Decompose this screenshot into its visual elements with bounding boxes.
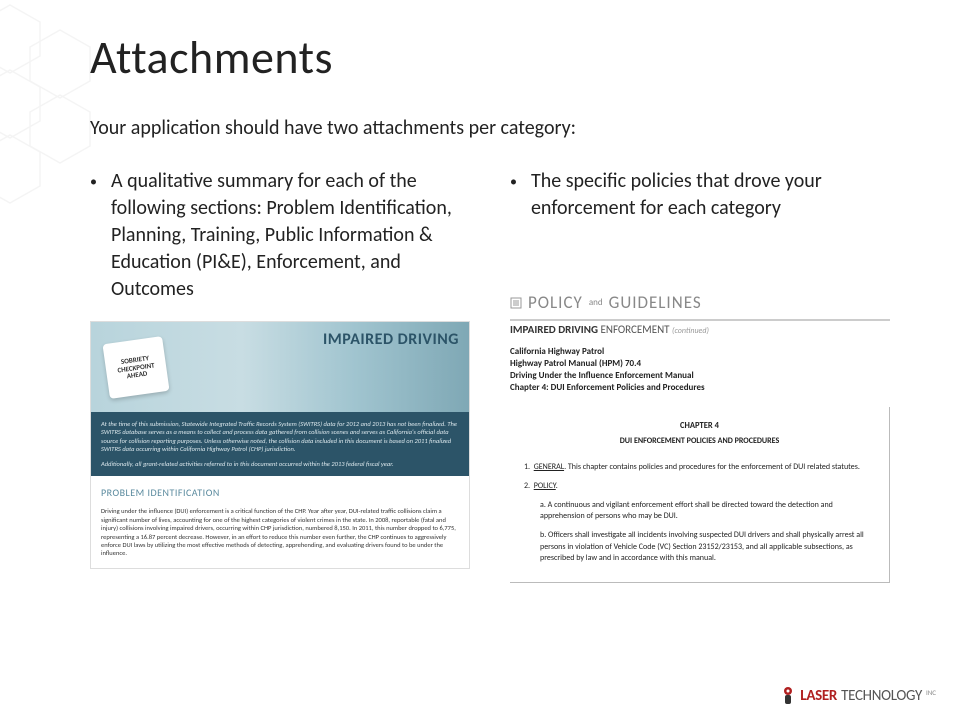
manual-info: California Highway Patrol Highway Patrol… — [510, 346, 890, 395]
doc-left-body: Driving under the influence (DUI) enforc… — [91, 503, 469, 568]
sobriety-sign: SOBRIETY CHECKPOINT AHEAD — [102, 336, 169, 399]
doc-right-subhead: IMPAIRED DRIVING ENFORCEMENT (continued) — [510, 323, 890, 336]
manual-line: Chapter 4: DUI Enforcement Policies and … — [510, 382, 890, 394]
manual-line: Highway Patrol Manual (HPM) 70.4 — [510, 358, 890, 370]
two-columns: • A qualitative summary for each of the … — [90, 168, 890, 583]
bullet-dot: • — [90, 168, 97, 303]
doc-thumbnail-left: IMPAIRED DRIVING SOBRIETY CHECKPOINT AHE… — [90, 321, 470, 569]
slide-content: Attachments Your application should have… — [0, 0, 960, 583]
p1-text: . This chapter contains policies and pro… — [564, 462, 860, 472]
chapter-num: CHAPTER 4 — [524, 421, 875, 433]
left-column: • A qualitative summary for each of the … — [90, 168, 470, 583]
manual-line: Driving Under the Influence Enforcement … — [510, 370, 890, 382]
header-and: and — [589, 297, 603, 308]
footer-logo: LASER TECHNOLOGY INC — [780, 686, 936, 706]
logo-inc: INC — [926, 688, 936, 697]
policy-p1: 1. GENERAL. This chapter contains polici… — [524, 462, 875, 473]
doc-left-banner-title: IMPAIRED DRIVING — [323, 330, 459, 349]
bullet-left-text: A qualitative summary for each of the fo… — [111, 168, 470, 303]
p2b: b. Officers shall investigate all incide… — [524, 530, 875, 564]
bullet-right-text: The specific policies that drove your en… — [531, 168, 890, 222]
manual-line: California Highway Patrol — [510, 346, 890, 358]
subhead-bold: IMPAIRED DRIVING — [510, 323, 598, 336]
chapter-title: DUI ENFORCEMENT POLICIES AND PROCEDURES — [524, 436, 875, 447]
doc-left-section: PROBLEM IDENTIFICATION — [91, 476, 469, 503]
dark-p1: At the time of this submission, Statewid… — [101, 420, 459, 454]
subhead-rest: ENFORCEMENT — [598, 323, 670, 336]
p2a: a. A continuous and vigilant enforcement… — [524, 500, 875, 522]
p2-label: POLICY — [534, 481, 556, 491]
policy-p2: 2. POLICY. — [524, 481, 875, 492]
dark-p2: Additionally, all grant-related activiti… — [101, 460, 459, 468]
header-policy: POLICY — [528, 292, 583, 313]
bullet-left: • A qualitative summary for each of the … — [90, 168, 470, 303]
doc-left-banner: IMPAIRED DRIVING SOBRIETY CHECKPOINT AHE… — [91, 322, 469, 412]
subhead-cont: (continued) — [672, 326, 709, 336]
logo-text2: TECHNOLOGY — [841, 687, 922, 705]
sign-line: AHEAD — [126, 370, 148, 380]
slide-title: Attachments — [90, 30, 890, 86]
doc-left-darkband: At the time of this submission, Statewid… — [91, 412, 469, 476]
header-guidelines: GUIDELINES — [609, 292, 702, 313]
logo-icon — [780, 686, 796, 706]
right-column: • The specific policies that drove your … — [510, 168, 890, 583]
bullet-dot: • — [510, 168, 517, 222]
p1-label: GENERAL — [534, 462, 564, 472]
doc-right-header: POLICY and GUIDELINES — [510, 288, 890, 321]
intro-text: Your application should have two attachm… — [90, 116, 890, 140]
page-excerpt: CHAPTER 4 DUI ENFORCEMENT POLICIES AND P… — [510, 407, 890, 583]
bullet-right: • The specific policies that drove your … — [510, 168, 890, 222]
doc-thumbnail-right: POLICY and GUIDELINES IMPAIRED DRIVING E… — [510, 288, 890, 583]
logo-text1: LASER — [800, 687, 837, 705]
doc-icon — [510, 297, 522, 309]
